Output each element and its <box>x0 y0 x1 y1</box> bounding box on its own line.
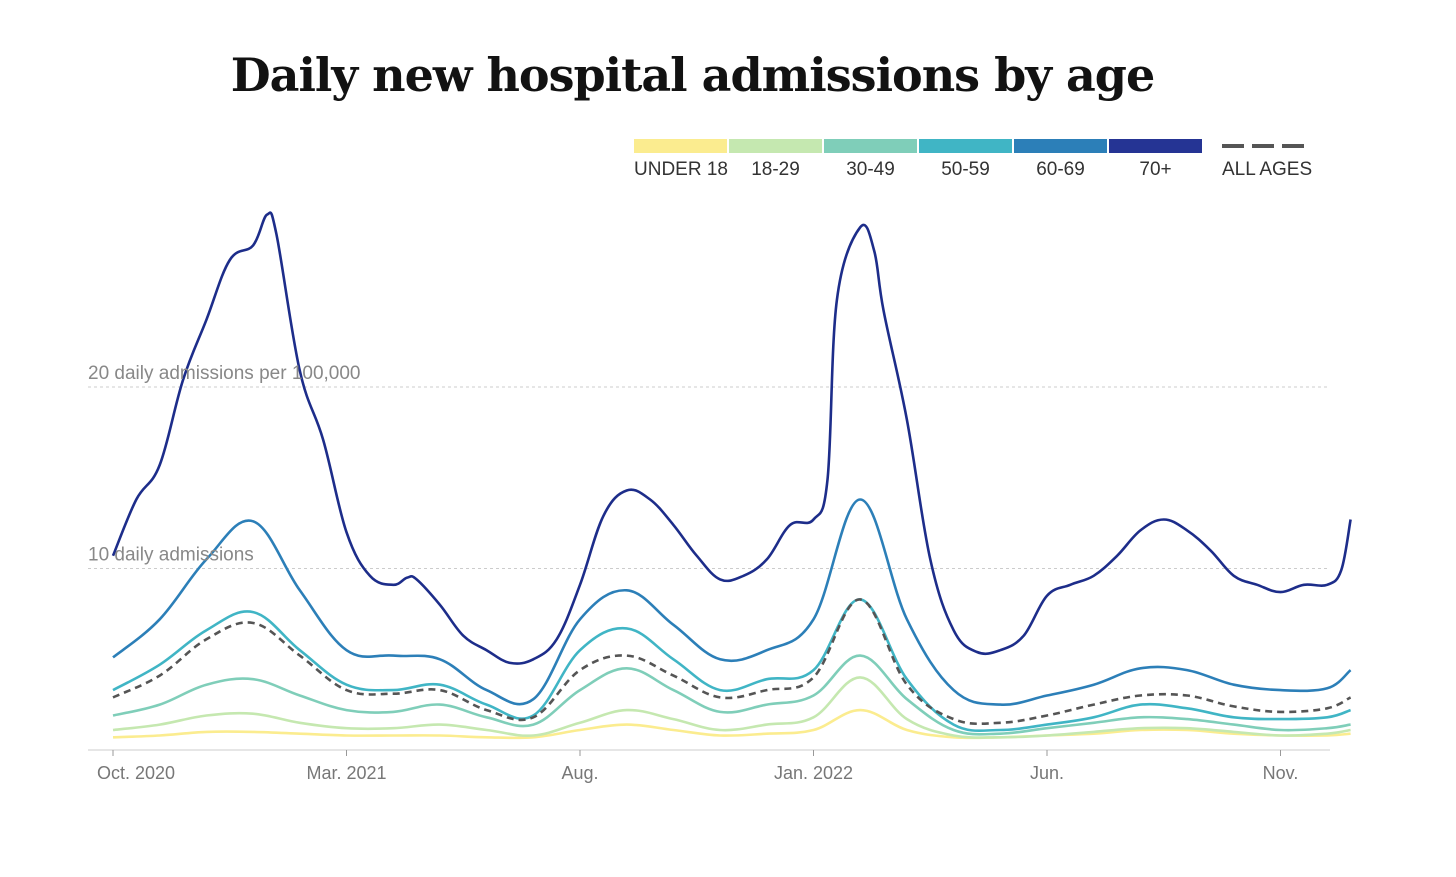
legend-swatch <box>729 139 822 153</box>
chart-title: Daily new hospital admissions by age <box>230 48 1156 102</box>
legend-swatch <box>634 139 727 153</box>
legend-item: 18-29 <box>729 139 822 181</box>
legend-swatch <box>1109 139 1202 153</box>
legend-item: 60-69 <box>1014 139 1107 181</box>
legend-label: 50-59 <box>941 159 990 180</box>
x-tick-label: Jun. <box>1030 763 1064 783</box>
legend-item: ALL AGES <box>1222 139 1312 181</box>
series-line-70- <box>111 211 1352 665</box>
legend-swatch <box>919 139 1012 153</box>
series-line-18-29 <box>112 676 1351 739</box>
legend-item: 30-49 <box>824 139 917 181</box>
legend-label: 70+ <box>1139 159 1172 180</box>
x-tick-label: Oct. 2020 <box>97 763 175 783</box>
x-tick-label: Nov. <box>1263 763 1299 783</box>
legend-item: UNDER 18 <box>634 139 728 181</box>
legend-label: ALL AGES <box>1222 159 1313 180</box>
series-line-60-69 <box>112 498 1352 706</box>
legend-item: 50-59 <box>919 139 1012 181</box>
legend-label: 30-49 <box>846 159 895 180</box>
series-line-under-18 <box>112 708 1351 740</box>
gridline-label: 10 daily admissions <box>88 545 254 566</box>
series-line-30-49 <box>112 654 1351 736</box>
series-line-all-ages <box>112 598 1352 726</box>
legend-label: 18-29 <box>751 159 800 180</box>
gridline-label: 20 daily admissions per 100,000 <box>88 363 361 384</box>
legend-label: 60-69 <box>1036 159 1085 180</box>
legend-item: 70+ <box>1109 139 1202 181</box>
legend: UNDER 18 18-29 30-49 50-59 60-69 70+ ALL AGES <box>634 139 1314 181</box>
legend-swatch <box>824 139 917 153</box>
legend-label: UNDER 18 <box>634 159 728 180</box>
x-tick-label: Aug. <box>561 763 598 783</box>
legend-swatch <box>1014 139 1107 153</box>
x-tick-label: Mar. 2021 <box>306 763 386 783</box>
legend-swatch <box>1222 139 1312 153</box>
series-line-50-59 <box>112 598 1352 733</box>
x-tick-label: Jan. 2022 <box>774 763 853 783</box>
